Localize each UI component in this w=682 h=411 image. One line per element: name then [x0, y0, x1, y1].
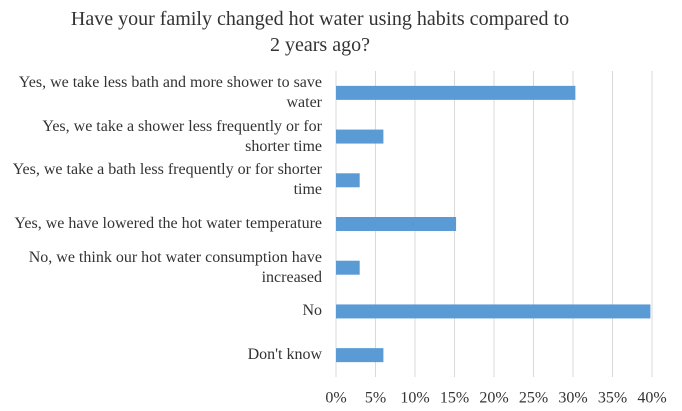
- x-tick-label: 0%: [325, 390, 346, 407]
- x-tick-label: 20%: [479, 390, 508, 407]
- bar: [336, 304, 651, 319]
- x-tick-label: 5%: [365, 390, 386, 407]
- chart-title: Have your family changed hot water using…: [70, 8, 570, 56]
- y-tick-label: No: [302, 302, 322, 320]
- bar: [336, 85, 576, 100]
- x-tick-label: 35%: [598, 390, 627, 407]
- y-tick-label: Yes, we take less bath and more shower t…: [18, 73, 322, 111]
- x-tick-label: 15%: [440, 390, 469, 407]
- y-tick-label: No, we think our hot water consumption h…: [28, 248, 322, 286]
- y-tick-label: Don't know: [247, 346, 322, 364]
- y-tick-label: Yes, we have lowered the hot water tempe…: [14, 215, 322, 232]
- x-tick-label: 25%: [519, 390, 548, 407]
- bar: [336, 173, 360, 188]
- y-tick-label: Yes, we take a shower less frequently or…: [42, 117, 322, 155]
- bar: [336, 260, 360, 275]
- bar: [336, 217, 457, 231]
- x-tick-label: 40%: [637, 390, 666, 407]
- x-tick-label: 30%: [558, 390, 587, 407]
- bar: [336, 129, 384, 144]
- bar: [336, 348, 384, 363]
- x-tick-label: 10%: [400, 390, 429, 407]
- y-tick-label: Yes, we take a bath less frequently or f…: [12, 161, 322, 199]
